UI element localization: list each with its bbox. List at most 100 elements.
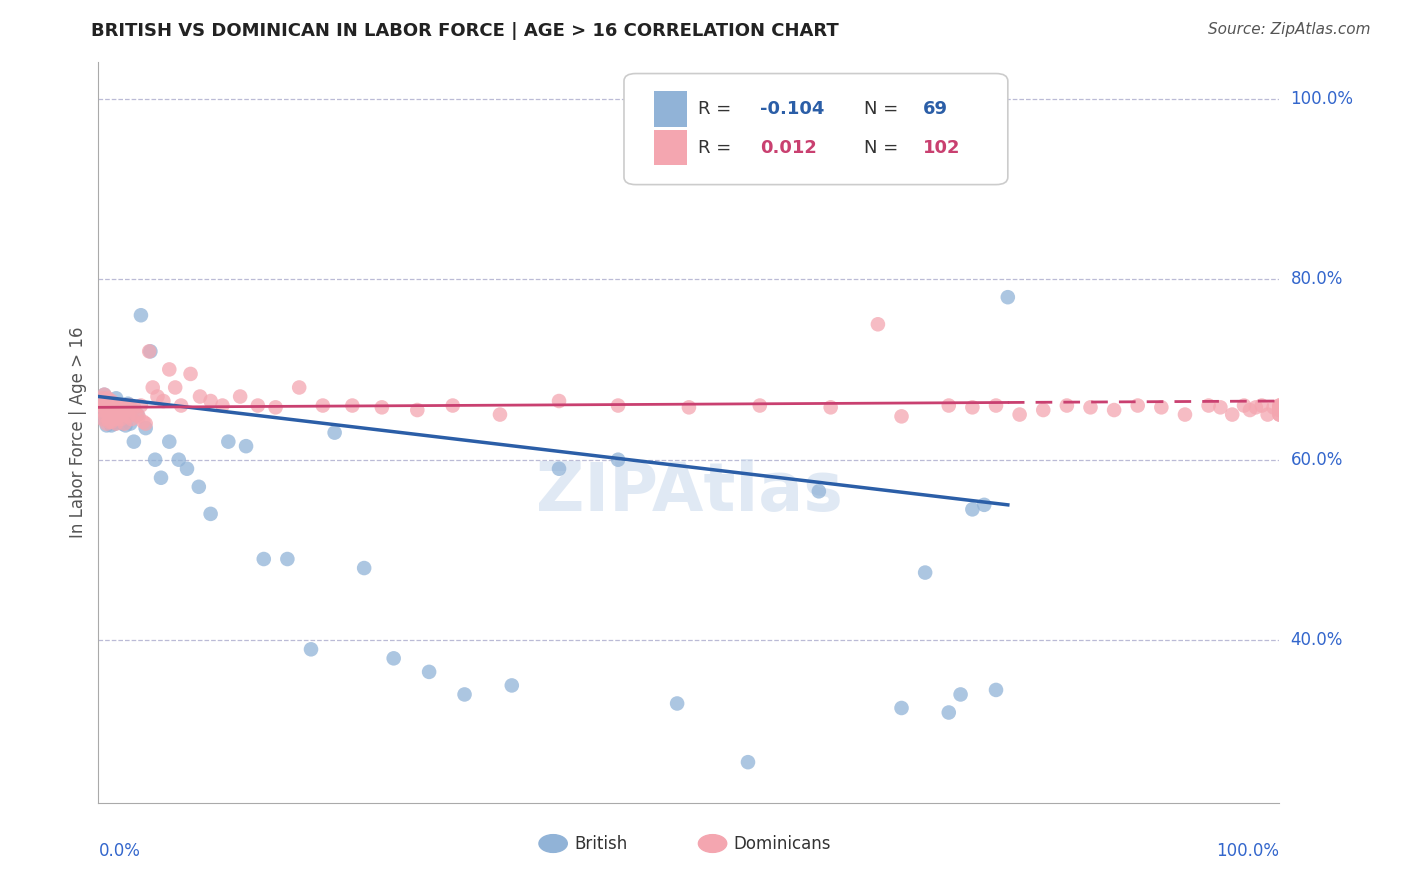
Circle shape — [699, 835, 727, 853]
Point — [418, 665, 440, 679]
Point — [1150, 401, 1173, 415]
Point — [114, 418, 136, 433]
Point — [170, 399, 193, 413]
Point — [117, 397, 139, 411]
Text: BRITISH VS DOMINICAN IN LABOR FORCE | AGE > 16 CORRELATION CHART: BRITISH VS DOMINICAN IN LABOR FORCE | AG… — [91, 22, 839, 40]
Text: 100.0%: 100.0% — [1291, 89, 1354, 108]
Point — [342, 399, 364, 413]
Point — [97, 392, 120, 406]
Point — [90, 399, 112, 413]
Point — [117, 409, 139, 424]
Point — [105, 403, 128, 417]
Point — [1102, 403, 1125, 417]
Point — [1268, 399, 1291, 413]
Point — [353, 561, 375, 575]
Point — [211, 399, 233, 413]
Point — [1268, 408, 1291, 422]
Y-axis label: In Labor Force | Age > 16: In Labor Force | Age > 16 — [69, 326, 87, 539]
Point — [235, 439, 257, 453]
Point — [135, 421, 157, 435]
Point — [217, 434, 239, 449]
Point — [1080, 401, 1102, 415]
Point — [962, 502, 984, 516]
Point — [807, 484, 830, 499]
Point — [101, 399, 124, 413]
Text: British: British — [575, 835, 627, 853]
Point — [748, 399, 770, 413]
Point — [112, 403, 135, 417]
Point — [107, 409, 129, 424]
Text: R =: R = — [699, 138, 737, 157]
Point — [122, 434, 145, 449]
Text: R =: R = — [699, 100, 737, 118]
Point — [323, 425, 346, 440]
Point — [666, 697, 689, 711]
Point — [98, 403, 121, 417]
Text: Source: ZipAtlas.com: Source: ZipAtlas.com — [1208, 22, 1371, 37]
Point — [100, 409, 122, 424]
Point — [1268, 403, 1291, 417]
Point — [115, 403, 138, 417]
Point — [548, 394, 571, 409]
Point — [98, 408, 121, 422]
Point — [139, 344, 162, 359]
Point — [200, 394, 222, 409]
Text: 40.0%: 40.0% — [1291, 632, 1343, 649]
Point — [187, 480, 209, 494]
Point — [129, 399, 152, 413]
Point — [997, 290, 1019, 304]
Point — [1008, 408, 1031, 422]
Point — [125, 408, 148, 422]
Point — [312, 399, 335, 413]
Point — [105, 401, 128, 415]
Point — [96, 401, 118, 415]
Point — [129, 308, 152, 322]
Point — [938, 399, 960, 413]
Text: 0.0%: 0.0% — [98, 842, 141, 860]
Point — [150, 471, 173, 485]
Point — [489, 408, 512, 422]
Circle shape — [538, 835, 567, 853]
Point — [1250, 399, 1272, 413]
Point — [371, 401, 394, 415]
Point — [1198, 399, 1220, 413]
Point — [97, 412, 120, 426]
Point — [120, 417, 142, 431]
Point — [96, 399, 118, 413]
Point — [973, 498, 995, 512]
Point — [128, 409, 150, 424]
Point — [1233, 399, 1256, 413]
Point — [1244, 401, 1267, 415]
Point — [91, 412, 114, 426]
Point — [246, 399, 269, 413]
Point — [157, 434, 180, 449]
Point — [91, 392, 114, 406]
Point — [122, 401, 145, 415]
Point — [1268, 408, 1291, 422]
Point — [112, 409, 135, 424]
FancyBboxPatch shape — [624, 73, 1008, 185]
Point — [110, 412, 132, 426]
Point — [93, 387, 115, 401]
Point — [1268, 399, 1291, 413]
Point — [1268, 401, 1291, 415]
Point — [1056, 399, 1078, 413]
Bar — [654, 91, 686, 127]
Point — [98, 415, 121, 429]
Point — [104, 417, 127, 431]
Text: ZIPAtlas: ZIPAtlas — [536, 458, 842, 524]
Point — [104, 399, 127, 413]
Point — [114, 399, 136, 413]
Point — [820, 401, 842, 415]
Text: N =: N = — [863, 100, 904, 118]
Point — [103, 401, 125, 415]
Point — [112, 408, 135, 422]
Point — [143, 452, 166, 467]
Text: 100.0%: 100.0% — [1216, 842, 1279, 860]
Point — [111, 417, 134, 431]
Point — [1032, 403, 1054, 417]
Point — [1239, 403, 1261, 417]
Point — [737, 755, 759, 769]
Point — [118, 401, 141, 415]
Point — [101, 409, 124, 424]
